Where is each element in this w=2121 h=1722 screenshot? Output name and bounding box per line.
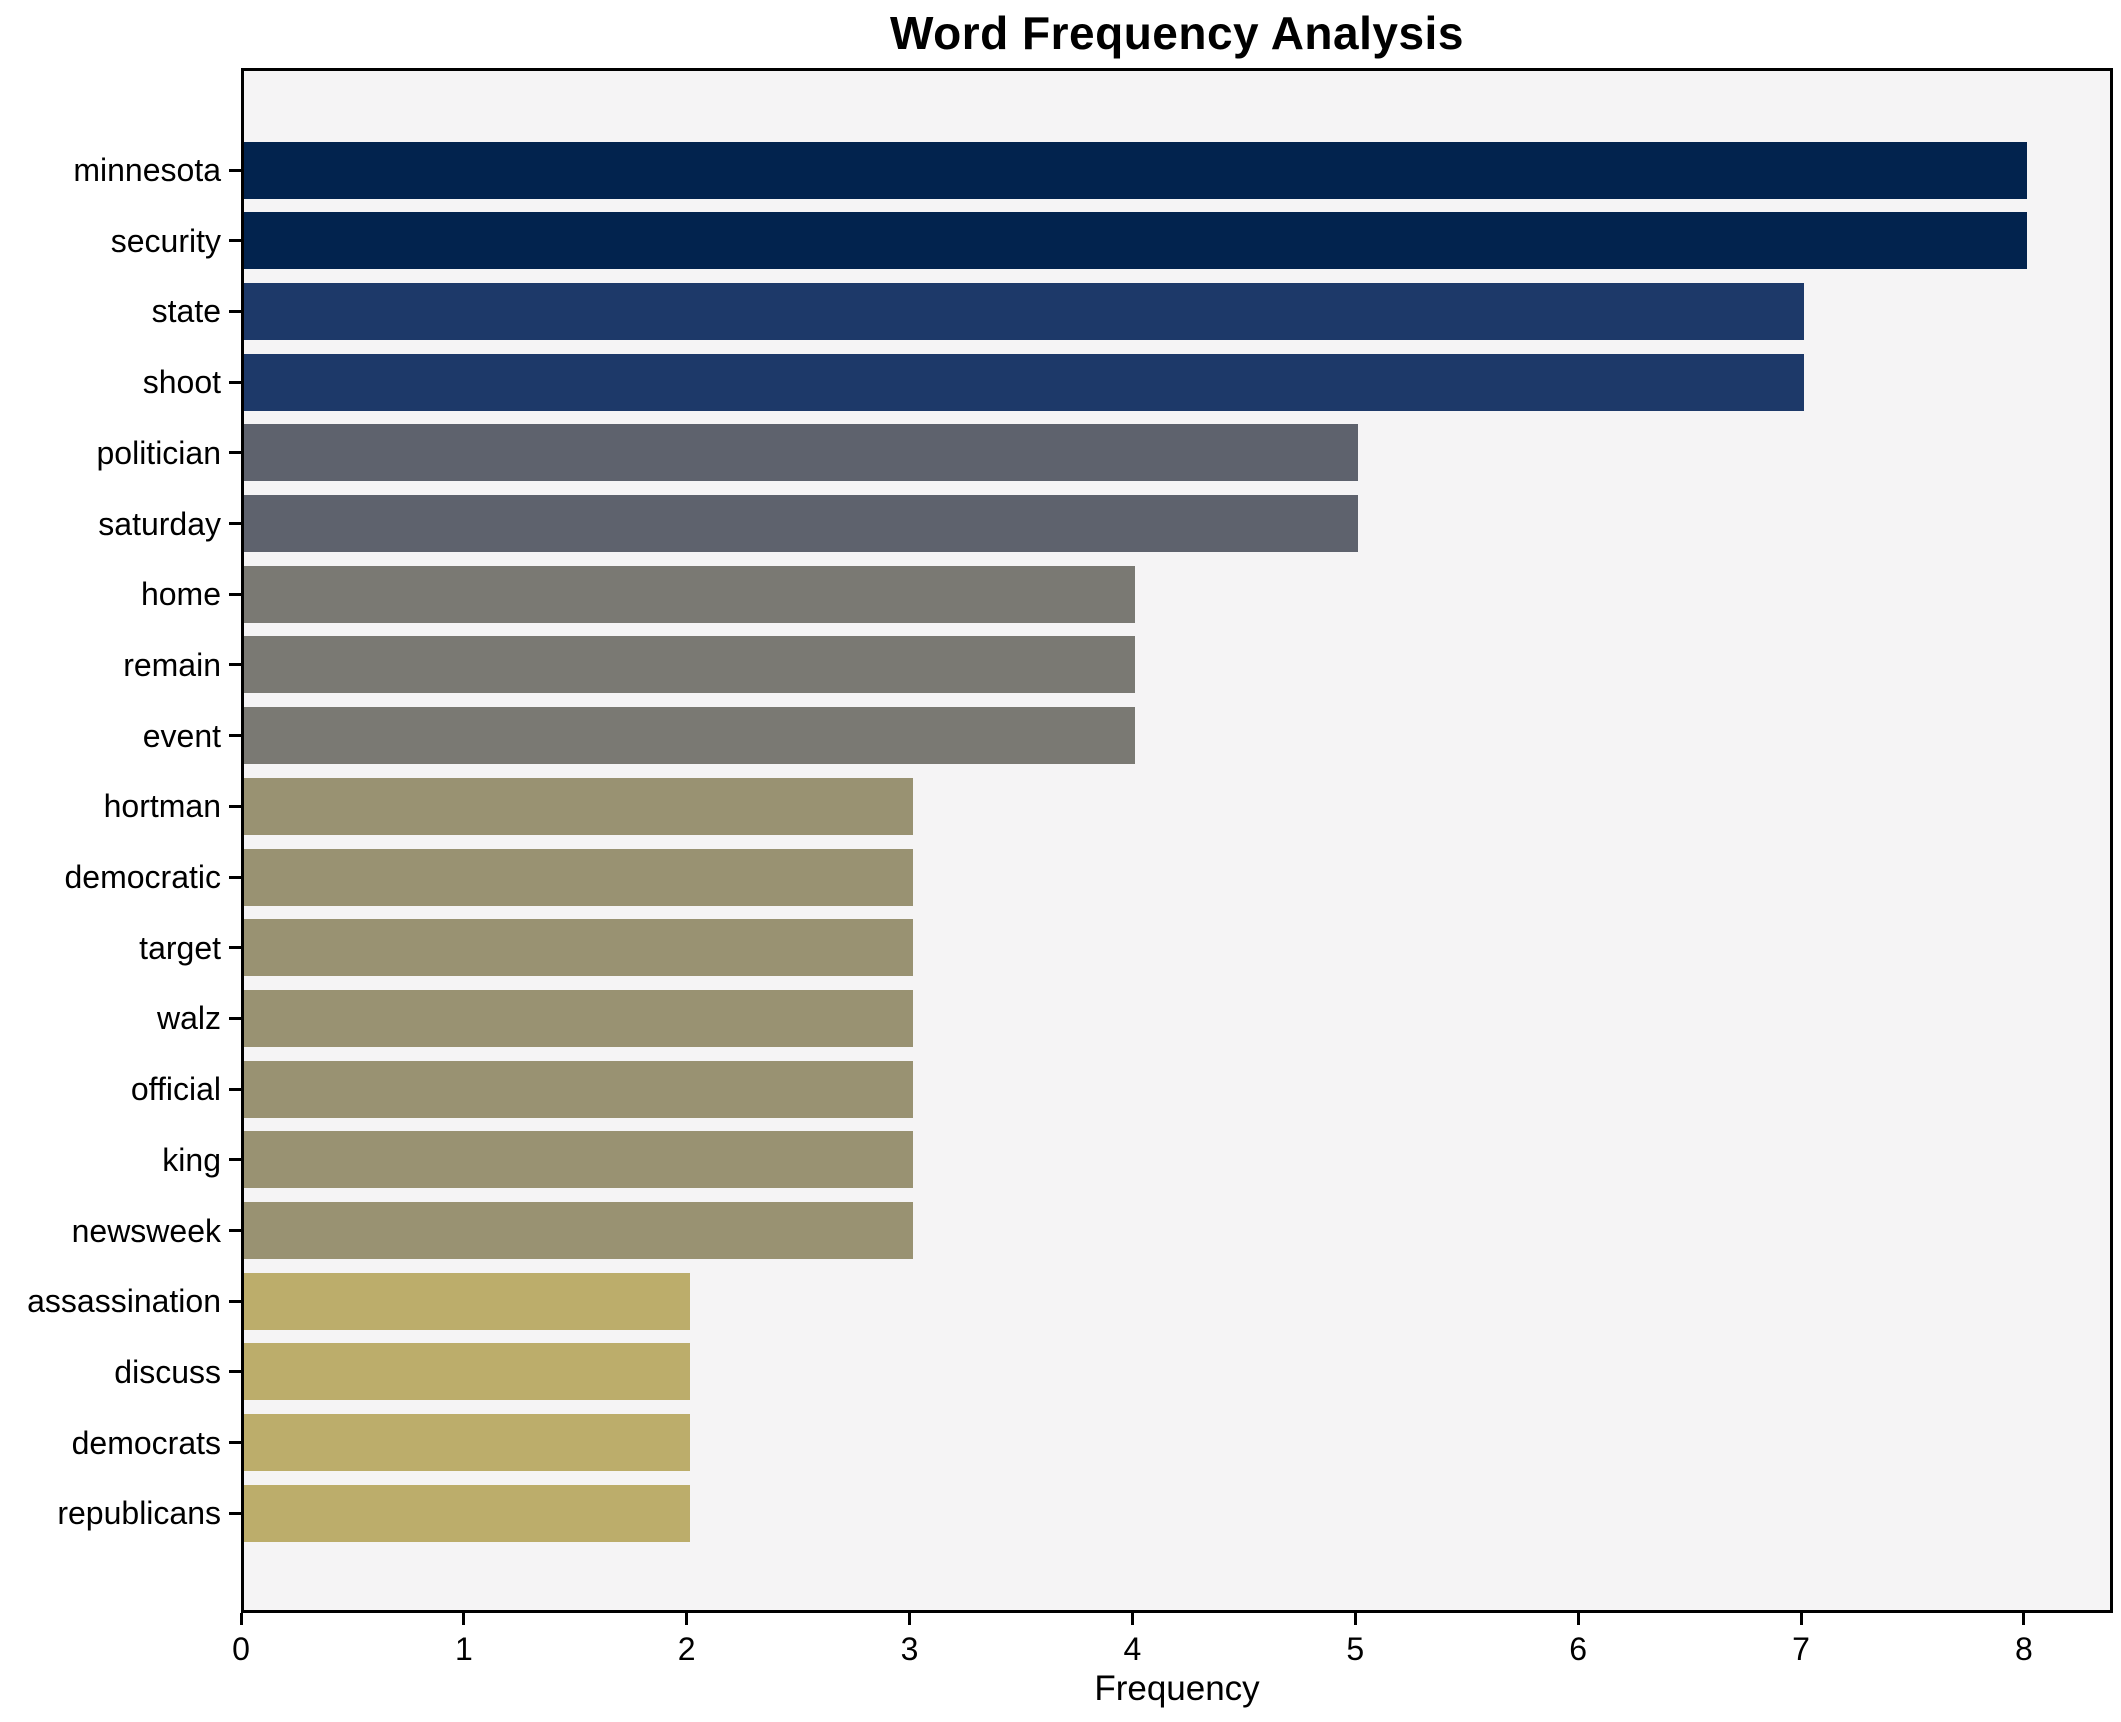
x-tick-label-5: 5 (1346, 1631, 1365, 1667)
bar-hortman (244, 777, 913, 835)
x-tick-label-4: 4 (1123, 1631, 1142, 1667)
y-tick-king (229, 1158, 241, 1162)
y-tick-label-republicans: republicans (57, 1495, 221, 1532)
y-tick-hortman (229, 804, 241, 808)
bar-democratic (244, 848, 913, 906)
x-tick-4 (1130, 1613, 1134, 1625)
x-tick-5 (1353, 1613, 1357, 1625)
y-tick-republicans (229, 1511, 241, 1515)
y-tick-remain (229, 663, 241, 667)
x-tick-label-8: 8 (2014, 1631, 2033, 1667)
x-tick-0 (239, 1613, 243, 1625)
bar-newsweek (244, 1202, 913, 1259)
y-tick-label-target: target (139, 929, 221, 966)
y-tick-assassination (229, 1299, 241, 1303)
bar-shoot (244, 353, 1804, 411)
bar-assassination (244, 1272, 690, 1330)
y-tick-label-minnesota: minnesota (73, 152, 221, 188)
y-tick-walz (229, 1016, 241, 1020)
bar-home (244, 565, 1136, 623)
x-tick-label-7: 7 (1792, 1631, 1810, 1667)
y-tick-label-state: state (151, 293, 221, 330)
bar-target (244, 919, 913, 977)
x-tick-label-3: 3 (900, 1631, 919, 1667)
chart-title: Word Frequency Analysis (890, 7, 1464, 59)
y-tick-label-remain: remain (123, 646, 221, 683)
y-tick-state (229, 309, 241, 313)
y-tick-label-assassination: assassination (27, 1283, 221, 1320)
y-tick-minnesota (229, 168, 241, 172)
y-tick-democrats (229, 1441, 241, 1445)
y-tick-label-saturday: saturday (98, 505, 221, 542)
plot-area (241, 68, 2113, 1613)
bar-state (244, 282, 1804, 340)
y-tick-label-official: official (130, 1071, 221, 1108)
x-tick-label-0: 0 (232, 1631, 250, 1667)
y-tick-label-event: event (142, 717, 221, 754)
x-tick-label-1: 1 (454, 1631, 473, 1667)
x-tick-7 (1799, 1613, 1803, 1625)
y-tick-home (229, 592, 241, 596)
y-tick-shoot (229, 380, 241, 384)
x-tick-8 (2022, 1613, 2026, 1625)
x-axis-title: Frequency (1094, 1669, 1260, 1708)
bar-walz (244, 989, 913, 1047)
x-tick-6 (1576, 1613, 1580, 1625)
x-tick-1 (462, 1613, 466, 1625)
x-tick-3 (908, 1613, 912, 1625)
y-tick-label-democratic: democratic (64, 859, 222, 895)
bar-politician (244, 424, 1359, 482)
bar-discuss (244, 1343, 690, 1401)
bar-security (244, 212, 2027, 270)
y-tick-label-shoot: shoot (142, 364, 221, 401)
bar-king (244, 1131, 913, 1189)
y-tick-label-politician: politician (96, 434, 221, 471)
y-tick-label-security: security (110, 222, 221, 259)
bar-official (244, 1060, 913, 1118)
y-tick-label-king: king (162, 1141, 221, 1178)
y-tick-label-walz: walz (156, 1000, 221, 1037)
y-tick-official (229, 1087, 241, 1091)
y-tick-politician (229, 451, 241, 455)
x-tick-label-2: 2 (677, 1631, 696, 1667)
y-tick-label-hortman: hortman (103, 788, 221, 825)
y-tick-label-newsweek: newsweek (71, 1212, 221, 1249)
y-tick-security (229, 239, 241, 243)
y-tick-newsweek (229, 1229, 241, 1232)
bar-remain (244, 636, 1136, 694)
bar-democrats (244, 1414, 690, 1472)
y-tick-discuss (229, 1370, 241, 1374)
y-tick-saturday (229, 522, 241, 525)
y-tick-target (229, 946, 241, 950)
bar-republicans (244, 1484, 690, 1542)
y-tick-label-home: home (140, 576, 221, 613)
x-tick-2 (685, 1613, 689, 1625)
bar-minnesota (244, 141, 2027, 199)
x-tick-label-6: 6 (1569, 1631, 1588, 1667)
y-tick-event (229, 734, 241, 738)
bar-event (244, 707, 1136, 765)
bar-saturday (244, 495, 1359, 552)
y-tick-label-democrats: democrats (71, 1424, 221, 1461)
y-tick-label-discuss: discuss (114, 1353, 221, 1390)
y-tick-democratic (229, 875, 241, 879)
